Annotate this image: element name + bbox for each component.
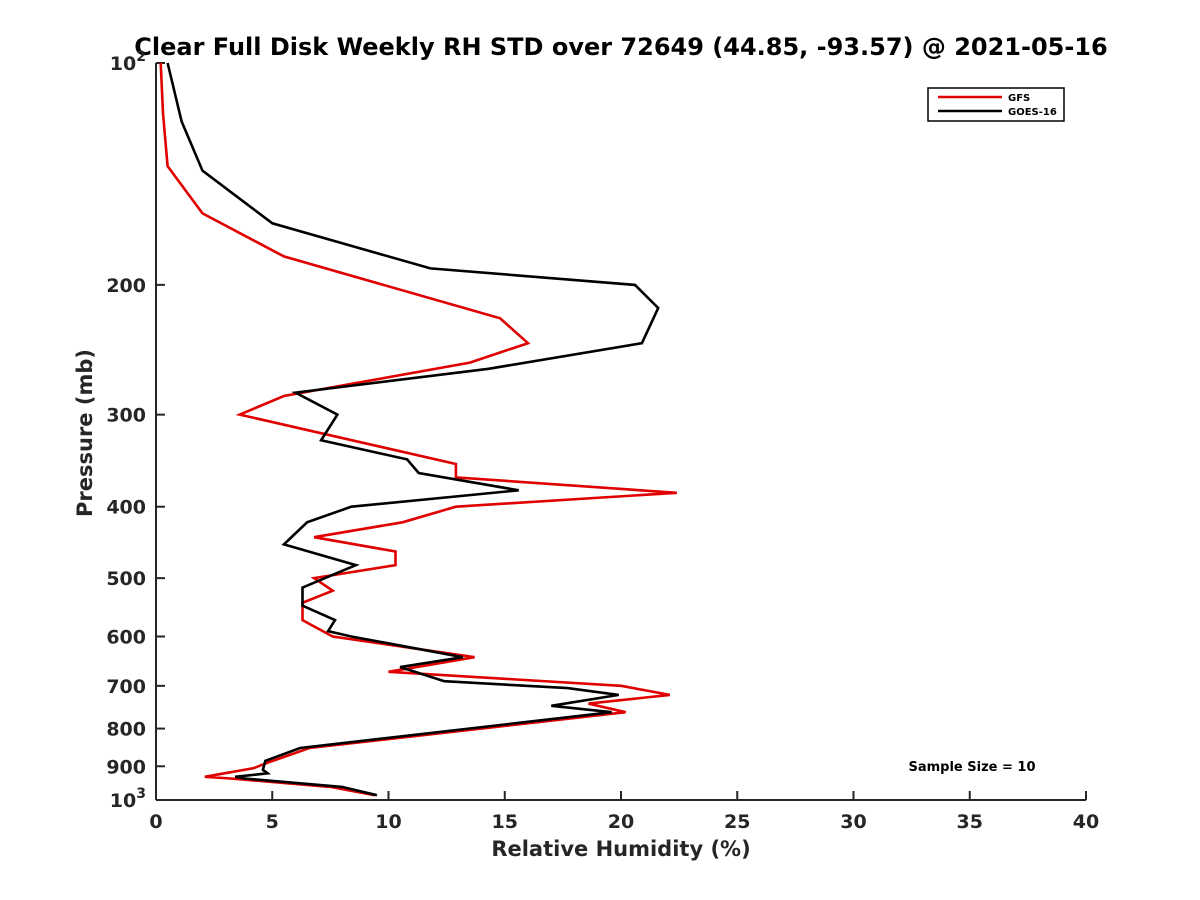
y-tick-label: 700	[106, 676, 146, 698]
x-tick-label: 40	[1073, 811, 1099, 833]
sample-size-annotation: Sample Size = 10	[908, 760, 1035, 775]
x-axis-ticks: 0 5 10 15 20 25 30 35 40	[149, 791, 1099, 833]
y-tick-label: 102	[110, 49, 146, 75]
legend-box	[927, 87, 1065, 122]
x-tick-label: 25	[724, 811, 750, 833]
y-tick-label: 900	[106, 756, 146, 778]
y-tick-label-exponent: 2	[136, 49, 146, 65]
chart-title: Clear Full Disk Weekly RH STD over 72649…	[134, 33, 1107, 61]
series-layer	[159, 62, 677, 797]
x-tick-label: 30	[840, 811, 866, 833]
series-line-gfs	[159, 62, 677, 797]
y-tick-label-exponent: 3	[136, 786, 146, 802]
y-tick-label-base: 10	[110, 790, 136, 812]
y-tick-label: 600	[106, 626, 146, 648]
y-tick-label: 800	[106, 719, 146, 741]
x-tick-label: 35	[957, 811, 983, 833]
legend: GFS GOES-16	[927, 87, 1065, 122]
series-line-goes16	[166, 62, 660, 797]
y-tick-label: 103	[110, 786, 146, 812]
y-tick-label: 400	[106, 497, 146, 519]
x-axis-label: Relative Humidity (%)	[491, 837, 750, 861]
y-tick-label: 200	[106, 275, 146, 297]
y-tick-label: 300	[106, 405, 146, 427]
y-axis-label: Pressure (mb)	[73, 349, 97, 517]
legend-label-goes16: GOES-16	[1008, 107, 1057, 118]
legend-label-gfs: GFS	[1008, 93, 1030, 104]
x-tick-label: 20	[608, 811, 634, 833]
y-tick-label-base: 10	[110, 53, 136, 75]
y-tick-label: 500	[106, 568, 146, 590]
x-tick-label: 5	[266, 811, 279, 833]
x-tick-label: 10	[375, 811, 401, 833]
x-tick-label: 0	[149, 811, 162, 833]
x-tick-label: 15	[492, 811, 518, 833]
